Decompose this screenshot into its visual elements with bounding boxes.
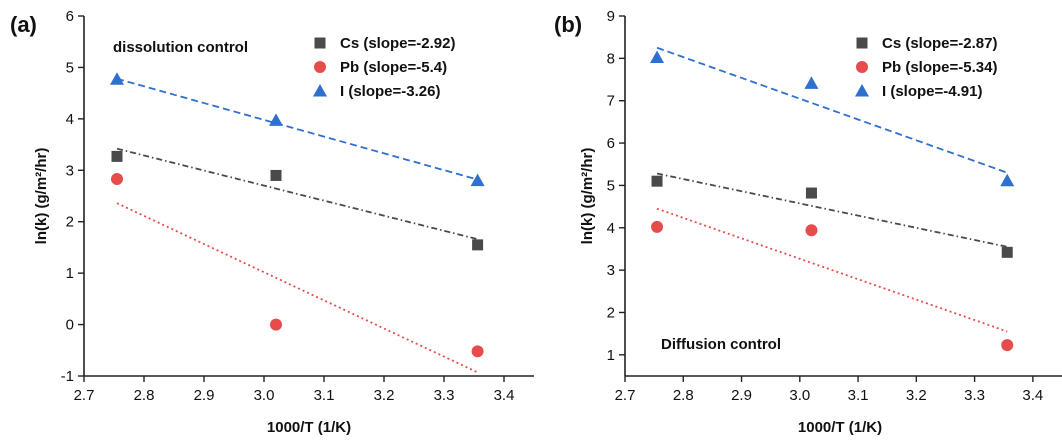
y-tick-label: 5 (66, 59, 74, 76)
panel-letter: (a) (10, 12, 37, 37)
x-axis-title: 1000/T (1/K) (798, 419, 882, 436)
panel-a: 2.7 2.8 2.9 3.0 3.1 3.2 3.3 3.4 -1 0 1 2 3 4 5 6 1000/T … (10, 8, 534, 436)
fit-line-square (116, 147, 478, 241)
data-point-square (472, 239, 484, 251)
fit-line-circle (656, 207, 1008, 333)
x-tick-label: 3.4 (494, 387, 515, 404)
y-tick-label: 0 (66, 317, 74, 334)
legend-label: Pb (slope=-5.34) (882, 59, 997, 76)
x-tick-label: 3.3 (964, 387, 985, 404)
data-point-circle (111, 173, 123, 186)
x-tick-label: 2.9 (194, 387, 215, 404)
data-point-circle (270, 318, 282, 331)
data-point-triangle (650, 50, 665, 64)
legend-label: I (slope=-3.26) (340, 83, 440, 100)
fit-line-triangle (656, 46, 1008, 174)
data-point-triangle (470, 173, 485, 187)
legend-marker-circle (856, 61, 868, 73)
x-tick-label: 3.2 (906, 387, 927, 404)
y-axis-title: ln(k) (g/m²/hr) (33, 148, 50, 245)
y-tick-label: 3 (607, 262, 615, 279)
x-tick-label: 3.0 (789, 387, 810, 404)
x-tick-label: 2.9 (731, 387, 752, 404)
legend-marker-circle (314, 61, 326, 73)
data-point-square (651, 175, 663, 187)
legend-marker-square (314, 37, 326, 49)
legend-label: I (slope=-4.91) (882, 83, 982, 100)
data-point-triangle (804, 76, 819, 89)
fit-line-square (656, 172, 1008, 248)
x-tick-label: 3.0 (254, 387, 275, 404)
fit-line-circle (116, 202, 478, 374)
y-tick-label: 2 (66, 214, 74, 231)
legend-marker-triangle (313, 84, 327, 97)
panel-annotation: dissolution control (113, 39, 248, 56)
data-point-triangle (1000, 173, 1015, 187)
x-tick-label: 3.4 (1022, 387, 1043, 404)
x-tick-label: 3.1 (848, 387, 869, 404)
panel-b: 2.7 2.8 2.9 3.0 3.1 3.2 3.3 3.4 1 2 3 4 5 6 7 8 9 1000/T … (554, 8, 1062, 436)
y-tick-label: 1 (607, 347, 615, 364)
data-point-circle (651, 220, 664, 233)
data-point-circle (805, 224, 818, 237)
y-tick-label: 6 (66, 8, 74, 25)
legend-marker-square (856, 37, 868, 49)
data-point-circle (471, 345, 484, 358)
data-point-circle (1001, 339, 1014, 352)
y-tick-label: 7 (607, 93, 615, 110)
x-tick-label: 3.2 (374, 387, 395, 404)
panel-letter: (b) (554, 12, 582, 37)
y-tick-label: 3 (66, 162, 74, 179)
y-tick-label: 8 (607, 50, 615, 67)
data-point-square (805, 187, 817, 199)
y-tick-label: -1 (61, 368, 74, 385)
legend-label: Cs (slope=-2.92) (340, 35, 455, 52)
y-axis-title: ln(k) (g/m²/hr) (579, 148, 596, 245)
x-tick-label: 3.3 (434, 387, 455, 404)
y-tick-label: 5 (607, 177, 615, 194)
legend-marker-triangle (855, 84, 869, 97)
y-tick-label: 2 (607, 304, 615, 321)
legend-label: Cs (slope=-2.87) (882, 35, 997, 52)
data-point-square (270, 169, 282, 181)
y-tick-label: 6 (607, 135, 615, 152)
x-tick-label: 3.1 (314, 387, 335, 404)
y-tick-label: 4 (66, 111, 74, 128)
panel-annotation: Diffusion control (661, 336, 781, 353)
x-tick-label: 2.8 (134, 387, 155, 404)
fit-line-triangle (116, 77, 478, 181)
x-tick-label: 2.8 (673, 387, 694, 404)
y-tick-label: 1 (66, 265, 74, 282)
y-tick-label: 9 (607, 8, 615, 25)
x-tick-label: 2.7 (615, 387, 636, 404)
legend-label: Pb (slope=-5.4) (340, 59, 447, 76)
data-point-square (1001, 246, 1013, 258)
x-axis-title: 1000/T (1/K) (267, 419, 351, 436)
data-point-triangle (110, 72, 124, 85)
data-point-triangle (269, 113, 283, 126)
y-tick-label: 4 (607, 220, 615, 237)
data-point-square (111, 150, 123, 162)
x-tick-label: 2.7 (74, 387, 95, 404)
